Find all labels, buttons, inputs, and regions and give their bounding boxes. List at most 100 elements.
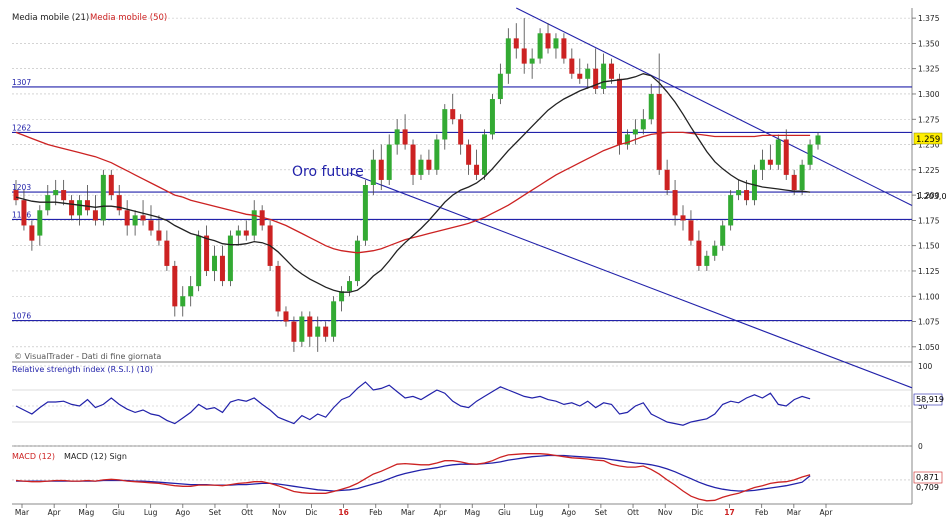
candle-up bbox=[736, 190, 742, 196]
x-tick-label: Feb bbox=[755, 508, 769, 517]
level-label: 1307 bbox=[12, 78, 31, 87]
candle-up bbox=[132, 215, 138, 226]
price-tick-label: 1.125 bbox=[918, 267, 940, 276]
price-tick-label: 1.375 bbox=[918, 14, 940, 23]
candle-up bbox=[53, 190, 59, 196]
candle-down bbox=[164, 240, 170, 266]
candle-down bbox=[744, 190, 750, 201]
candle-down bbox=[84, 200, 90, 211]
candle-up bbox=[759, 159, 765, 170]
candlesticks bbox=[13, 18, 821, 352]
x-axis-labels: Mar Apr Mag Giu Lug Ago Set Ott Nov Dic 16 Feb Mar Ap… bbox=[15, 504, 833, 517]
price-tick-label: 1.175 bbox=[918, 216, 940, 225]
candle-down bbox=[664, 169, 670, 191]
x-tick-label: Dic bbox=[691, 508, 703, 517]
x-tick-label: 16 bbox=[338, 508, 348, 517]
candle-down bbox=[767, 159, 773, 165]
candle-down bbox=[291, 321, 297, 342]
candle-up bbox=[489, 99, 495, 135]
candle-down bbox=[426, 159, 432, 170]
legend-ma21: Media mobile (21) bbox=[12, 13, 89, 23]
price-tick-label: 1.325 bbox=[918, 65, 940, 74]
x-tick-label: Mar bbox=[15, 508, 30, 517]
candle-up bbox=[601, 63, 607, 89]
x-tick-label: Mar bbox=[787, 508, 802, 517]
candle-up bbox=[339, 291, 345, 302]
candle-up bbox=[354, 240, 360, 282]
candle-down bbox=[696, 240, 702, 266]
candle-up bbox=[434, 139, 440, 170]
last-price-label: 1.259 bbox=[916, 135, 940, 145]
candle-up bbox=[362, 185, 368, 241]
candle-down bbox=[21, 200, 27, 226]
price-tick-label: 1.225 bbox=[918, 166, 940, 175]
candle-down bbox=[593, 68, 599, 89]
price-tick-label: 1.350 bbox=[918, 39, 940, 48]
x-tick-label: Giu bbox=[112, 508, 125, 517]
candle-up bbox=[299, 316, 305, 342]
candle-down bbox=[148, 220, 154, 231]
candle-up bbox=[100, 174, 106, 221]
legend-ma50: Media mobile (50) bbox=[90, 13, 167, 23]
candle-up bbox=[442, 109, 448, 140]
candle-up bbox=[799, 164, 805, 191]
x-tick-label: Ago bbox=[561, 508, 576, 517]
candle-up bbox=[235, 230, 241, 236]
candle-down bbox=[513, 38, 519, 49]
x-tick-label: Mag bbox=[464, 508, 480, 517]
candle-up bbox=[632, 129, 638, 135]
price-tick-label: 1.050 bbox=[918, 343, 940, 352]
candle-down bbox=[791, 174, 797, 191]
candle-down bbox=[672, 190, 678, 216]
x-tick-label: Feb bbox=[369, 508, 383, 517]
candle-up bbox=[347, 281, 353, 292]
candle-up bbox=[648, 93, 654, 120]
level-label: 1203 bbox=[12, 183, 31, 192]
candle-down bbox=[92, 210, 98, 221]
candle-down bbox=[609, 63, 615, 79]
candle-up bbox=[315, 326, 321, 337]
candle-down bbox=[466, 144, 472, 165]
x-tick-label: Apr bbox=[820, 508, 834, 517]
candle-down bbox=[378, 159, 384, 180]
candle-up bbox=[77, 200, 83, 216]
x-tick-label: Giu bbox=[498, 508, 511, 517]
candle-down bbox=[577, 73, 583, 79]
macd-value-label: 0,871 bbox=[916, 473, 939, 482]
candle-up bbox=[394, 129, 400, 145]
candle-down bbox=[69, 200, 75, 216]
macd-legend: MACD (12) bbox=[12, 452, 55, 461]
candle-up bbox=[505, 38, 511, 74]
candle-up bbox=[331, 301, 337, 337]
candle-down bbox=[108, 174, 114, 196]
candle-down bbox=[275, 265, 281, 312]
last-price-box bbox=[913, 132, 943, 145]
ma50-line bbox=[15, 131, 811, 254]
trend-line bbox=[516, 7, 913, 207]
candle-down bbox=[569, 58, 575, 74]
x-tick-label: Nov bbox=[272, 508, 287, 517]
candle-up bbox=[815, 135, 821, 145]
candle-down bbox=[450, 109, 456, 120]
candle-up bbox=[251, 210, 257, 236]
candle-up bbox=[704, 255, 710, 266]
x-tick-label: Ago bbox=[176, 508, 191, 517]
x-tick-label: Mag bbox=[78, 508, 94, 517]
candle-down bbox=[283, 311, 289, 322]
candle-down bbox=[61, 190, 67, 201]
candle-down bbox=[680, 215, 686, 221]
candle-down bbox=[545, 33, 551, 49]
candle-up bbox=[529, 58, 535, 64]
x-tick-label: Mar bbox=[401, 508, 416, 517]
candle-down bbox=[140, 215, 146, 221]
level-label: 1076 bbox=[12, 312, 31, 321]
candle-up bbox=[212, 255, 218, 271]
trend-line bbox=[349, 172, 913, 389]
candle-up bbox=[418, 159, 424, 175]
candle-down bbox=[204, 235, 210, 271]
candle-down bbox=[323, 326, 329, 337]
candle-up bbox=[196, 235, 202, 287]
candle-down bbox=[116, 195, 122, 211]
